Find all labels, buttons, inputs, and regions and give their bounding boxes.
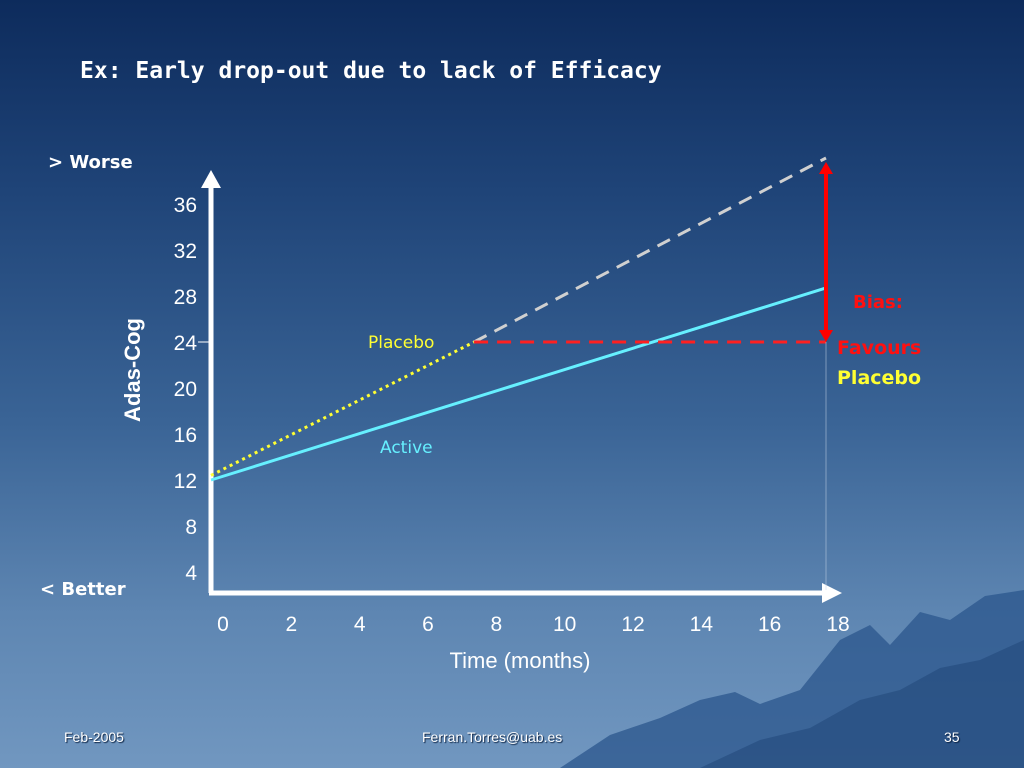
x-axis-arrowhead: [822, 583, 842, 603]
y-axis-label: Adas-Cog: [120, 318, 145, 422]
placebo-series-label: Placebo: [368, 333, 434, 353]
y-tick-label-20: 20: [174, 378, 197, 401]
chart-axes: [198, 170, 842, 603]
mountain-decoration: [560, 590, 1024, 768]
x-axis-label: Time (months): [450, 648, 591, 673]
series-dashed-2-line: [473, 156, 827, 344]
x-tick-label-4: 4: [354, 613, 366, 636]
y-tick-label-8: 8: [185, 516, 197, 539]
x-tick-label-2: 2: [285, 613, 297, 636]
worse-label: > Worse: [48, 152, 133, 173]
series-active-line: [210, 286, 827, 482]
x-tick-label-16: 16: [758, 613, 781, 636]
y-axis-arrowhead: [201, 170, 221, 188]
x-tick-label-12: 12: [621, 613, 644, 636]
y-tick-label-16: 16: [174, 424, 197, 447]
favours-label: Favours: [837, 337, 921, 359]
y-tick-label-12: 12: [174, 470, 197, 493]
series-placebo-line: [210, 340, 475, 477]
footer-page-number: 35: [944, 729, 960, 745]
y-tick-label-28: 28: [174, 286, 197, 309]
footer-email: Ferran.Torres@uab.es: [422, 729, 563, 745]
x-tick-label-6: 6: [422, 613, 434, 636]
x-tick-labels: 0 2 4 6 8 10 12 14 16 18: [217, 613, 850, 636]
x-tick-label-8: 8: [490, 613, 502, 636]
chart-series: [210, 156, 833, 590]
slide-title: Ex: Early drop-out due to lack of Effica…: [80, 58, 662, 84]
x-tick-label-10: 10: [553, 613, 576, 636]
y-tick-label-24: 24: [174, 332, 198, 355]
x-tick-label-14: 14: [690, 613, 714, 636]
better-label: < Better: [40, 579, 126, 600]
y-tick-labels: 36 32 28 24 20 16 12 8 4: [174, 194, 198, 585]
favours-placebo-label: Placebo: [837, 367, 921, 389]
y-tick-label-32: 32: [174, 240, 197, 263]
bias-arrow-head-top: [819, 162, 833, 174]
x-tick-label-18: 18: [826, 613, 849, 636]
x-tick-label-0: 0: [217, 613, 229, 636]
bias-arrow-head-bottom: [819, 330, 833, 342]
active-series-label: Active: [380, 438, 433, 458]
footer-date: Feb-2005: [64, 729, 124, 745]
y-tick-label-36: 36: [174, 194, 197, 217]
bias-label: Bias:: [853, 292, 903, 313]
y-tick-label-4: 4: [185, 562, 197, 585]
